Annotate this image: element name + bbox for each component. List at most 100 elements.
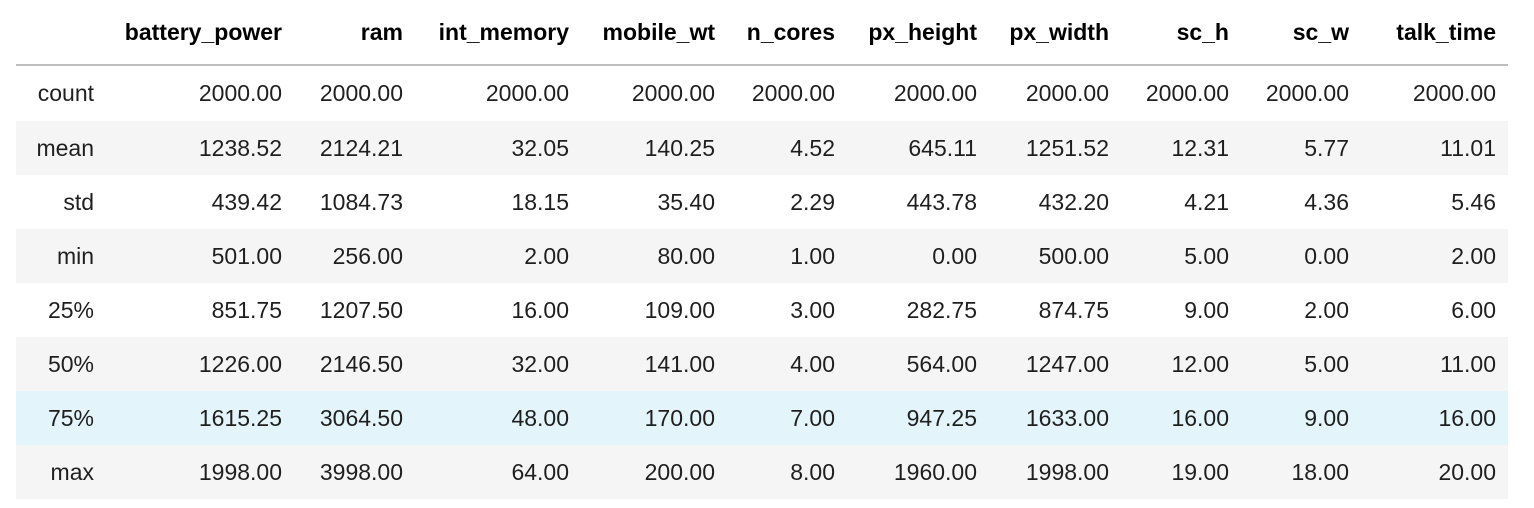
table-row: std 439.42 1084.73 18.15 35.40 2.29 443.78 432.… xyxy=(16,175,1508,229)
row-index-label: count xyxy=(37,80,94,106)
column-header: ram xyxy=(294,0,415,66)
table-cell: 32.00 xyxy=(511,350,569,377)
table-cell: 1615.25 xyxy=(198,404,282,431)
table-cell: 851.75 xyxy=(211,296,282,323)
table-cell: 8.00 xyxy=(790,458,835,485)
table-row: 25% 851.75 1207.50 16.00 109.00 3.00 282.75 874… xyxy=(16,283,1508,337)
table-cell: 170.00 xyxy=(644,404,715,431)
table-cell: 874.75 xyxy=(1038,296,1109,323)
row-index-label: mean xyxy=(36,134,94,161)
row-index-label: std xyxy=(63,188,94,215)
column-header: int_memory xyxy=(415,0,581,66)
table-cell: 564.00 xyxy=(906,350,977,377)
table-header-row: battery_power ram int_memory mobile_wt n… xyxy=(16,0,1508,66)
table-cell: 2000.00 xyxy=(631,80,715,106)
table-cell: 4.36 xyxy=(1304,188,1349,215)
describe-table: battery_power ram int_memory mobile_wt n… xyxy=(16,0,1508,499)
table-cell: 16.00 xyxy=(511,296,569,323)
table-cell: 2000.00 xyxy=(319,80,403,106)
table-cell: 64.00 xyxy=(511,458,569,485)
table-cell: 2000.00 xyxy=(1265,80,1349,106)
table-cell: 200.00 xyxy=(644,458,715,485)
table-cell: 5.00 xyxy=(1304,350,1349,377)
table-cell: 256.00 xyxy=(332,242,403,269)
table-cell: 1251.52 xyxy=(1025,134,1109,161)
row-index-label: max xyxy=(50,458,94,485)
table-cell: 1998.00 xyxy=(198,458,282,485)
table-cell: 501.00 xyxy=(211,242,282,269)
table-cell: 80.00 xyxy=(657,242,715,269)
table-cell: 11.01 xyxy=(1440,134,1496,161)
table-row: count 2000.00 2000.00 2000.00 2000.00 2000.00… xyxy=(16,65,1508,121)
row-index-label: 25% xyxy=(47,296,94,323)
table-cell: 2000.00 xyxy=(751,80,835,106)
table-cell: 2124.21 xyxy=(319,134,403,161)
table-cell: 1633.00 xyxy=(1025,404,1109,431)
table-cell: 32.05 xyxy=(511,134,569,161)
table-cell: 12.00 xyxy=(1171,350,1229,377)
table-cell: 16.00 xyxy=(1171,404,1229,431)
table-cell: 5.46 xyxy=(1451,188,1496,215)
table-cell: 2000.00 xyxy=(1145,80,1229,106)
table-cell: 140.25 xyxy=(644,134,715,161)
table-cell: 443.78 xyxy=(906,188,977,215)
column-header: sc_w xyxy=(1241,0,1361,66)
table-cell: 4.52 xyxy=(790,134,835,161)
table-cell: 645.11 xyxy=(908,134,977,161)
table-cell: 2.00 xyxy=(1304,296,1349,323)
row-index-label: min xyxy=(56,242,94,269)
table-cell: 7.00 xyxy=(790,404,835,431)
table-cell: 6.00 xyxy=(1451,296,1496,323)
table-cell: 141.00 xyxy=(644,350,715,377)
table-cell: 0.00 xyxy=(932,242,977,269)
table-cell: 2000.00 xyxy=(198,80,282,106)
dataframe-output: battery_power ram int_memory mobile_wt n… xyxy=(16,0,1508,499)
table-cell: 439.42 xyxy=(211,188,282,215)
table-cell: 4.21 xyxy=(1184,188,1229,215)
table-cell: 2000.00 xyxy=(893,80,977,106)
table-cell: 5.77 xyxy=(1304,134,1349,161)
table-cell: 12.31 xyxy=(1171,134,1229,161)
table-row: min 501.00 256.00 2.00 80.00 1.00 0.00 500.00 5.… xyxy=(16,229,1508,283)
column-header: mobile_wt xyxy=(581,0,727,66)
table-cell: 9.00 xyxy=(1184,296,1229,323)
table-cell: 2.00 xyxy=(524,242,569,269)
table-row: max 1998.00 3998.00 64.00 200.00 8.00 1960.00 1… xyxy=(16,445,1508,499)
table-cell: 18.15 xyxy=(511,188,569,215)
table-row: mean 1238.52 2124.21 32.05 140.25 4.52 645.11 1… xyxy=(16,121,1508,175)
table-cell: 2.00 xyxy=(1451,242,1496,269)
table-cell: 35.40 xyxy=(657,188,715,215)
table-body: count 2000.00 2000.00 2000.00 2000.00 2000.00… xyxy=(16,65,1508,499)
table-cell: 0.00 xyxy=(1304,242,1349,269)
index-header xyxy=(16,0,106,66)
table-cell: 1207.50 xyxy=(319,296,403,323)
table-cell: 3998.00 xyxy=(319,458,403,485)
row-index-label: 75% xyxy=(47,404,94,431)
table-cell: 11.00 xyxy=(1440,350,1496,377)
table-cell: 1.00 xyxy=(790,242,835,269)
table-cell: 947.25 xyxy=(906,404,977,431)
table-cell: 4.00 xyxy=(790,350,835,377)
column-header: battery_power xyxy=(106,0,294,66)
table-cell: 2146.50 xyxy=(319,350,403,377)
column-header: n_cores xyxy=(727,0,847,66)
row-index-label: 50% xyxy=(47,350,94,377)
table-row: 50% 1226.00 2146.50 32.00 141.00 4.00 564.00 12… xyxy=(16,337,1508,391)
column-header: px_height xyxy=(847,0,989,66)
table-cell: 16.00 xyxy=(1438,404,1496,431)
table-cell: 2000.00 xyxy=(1025,80,1109,106)
table-cell: 5.00 xyxy=(1184,242,1229,269)
table-cell: 1960.00 xyxy=(893,458,977,485)
table-row: 75% 1615.25 3064.50 48.00 170.00 7.00 947.25 16… xyxy=(16,391,1508,445)
column-header: talk_time xyxy=(1361,0,1508,66)
table-cell: 1998.00 xyxy=(1025,458,1109,485)
table-cell: 1084.73 xyxy=(319,188,403,215)
table-cell: 48.00 xyxy=(511,404,569,431)
table-cell: 2000.00 xyxy=(1412,80,1496,106)
table-cell: 2000.00 xyxy=(485,80,569,106)
table-cell: 2.29 xyxy=(790,188,835,215)
table-cell: 282.75 xyxy=(906,296,977,323)
table-cell: 3064.50 xyxy=(319,404,403,431)
table-cell: 1238.52 xyxy=(198,134,282,161)
table-cell: 18.00 xyxy=(1291,458,1349,485)
